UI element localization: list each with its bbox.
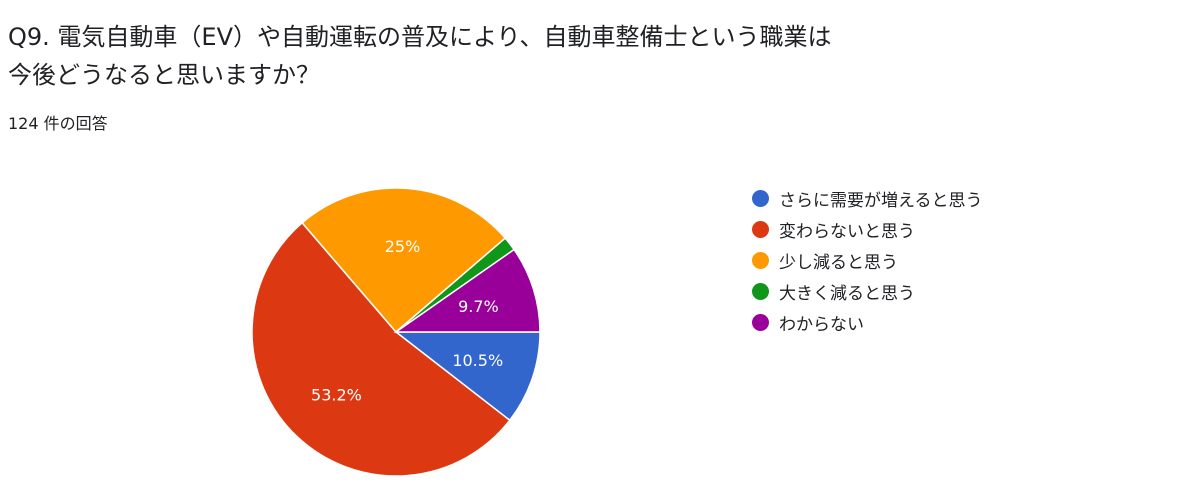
chart-legend: さらに需要が増えると思う 変わらないと思う 少し減ると思う 大きく減ると思う わからない [752,183,983,338]
question-title-line2: 今後どうなると思いますか？ [8,61,320,89]
pie-data-labels: 10.5% 53.2% 25% 9.7% [311,237,503,405]
pie-data-label-increase: 10.5% [452,351,503,370]
pie-slice-increase [393,331,541,422]
legend-item-large-decrease: 大きく減ると思う [752,276,983,307]
legend-label-large-decrease: 大きく減ると思う [779,284,915,304]
pie-data-label-unknown: 9.7% [458,297,499,316]
legend-item-no-change: 変わらないと思う [752,214,983,245]
legend-swatch-no-change [752,221,769,238]
legend-item-increase: さらに需要が増えると思う [752,183,983,214]
response-count: 124 件の回答 [8,114,108,133]
legend-item-slight-decrease: 少し減ると思う [752,245,983,276]
pie-data-label-no-change: 53.2% [311,386,362,405]
legend-label-no-change: 変わらないと思う [779,222,915,242]
pie-slice-slight-decrease [301,187,507,334]
legend-swatch-large-decrease [752,283,769,300]
legend-swatch-slight-decrease [752,252,769,269]
pie-slices [251,187,541,477]
question-title: Q9. 電気自動車（EV）や自動運転の普及により、自動車整備士という職業は 今後… [8,18,968,94]
pie-slice-unknown [393,248,541,333]
legend-swatch-unknown [752,314,769,331]
legend-label-increase: さらに需要が増えると思う [779,191,983,211]
question-title-line1: Q9. 電気自動車（EV）や自動運転の普及により、自動車整備士という職業は [8,23,832,51]
pie-data-label-slight-decrease: 25% [385,237,421,256]
legend-item-unknown: わからない [752,307,983,338]
legend-label-unknown: わからない [779,315,864,335]
legend-label-slight-decrease: 少し減ると思う [779,253,898,273]
pie-slice-no-change [251,221,511,477]
legend-swatch-increase [752,190,769,207]
